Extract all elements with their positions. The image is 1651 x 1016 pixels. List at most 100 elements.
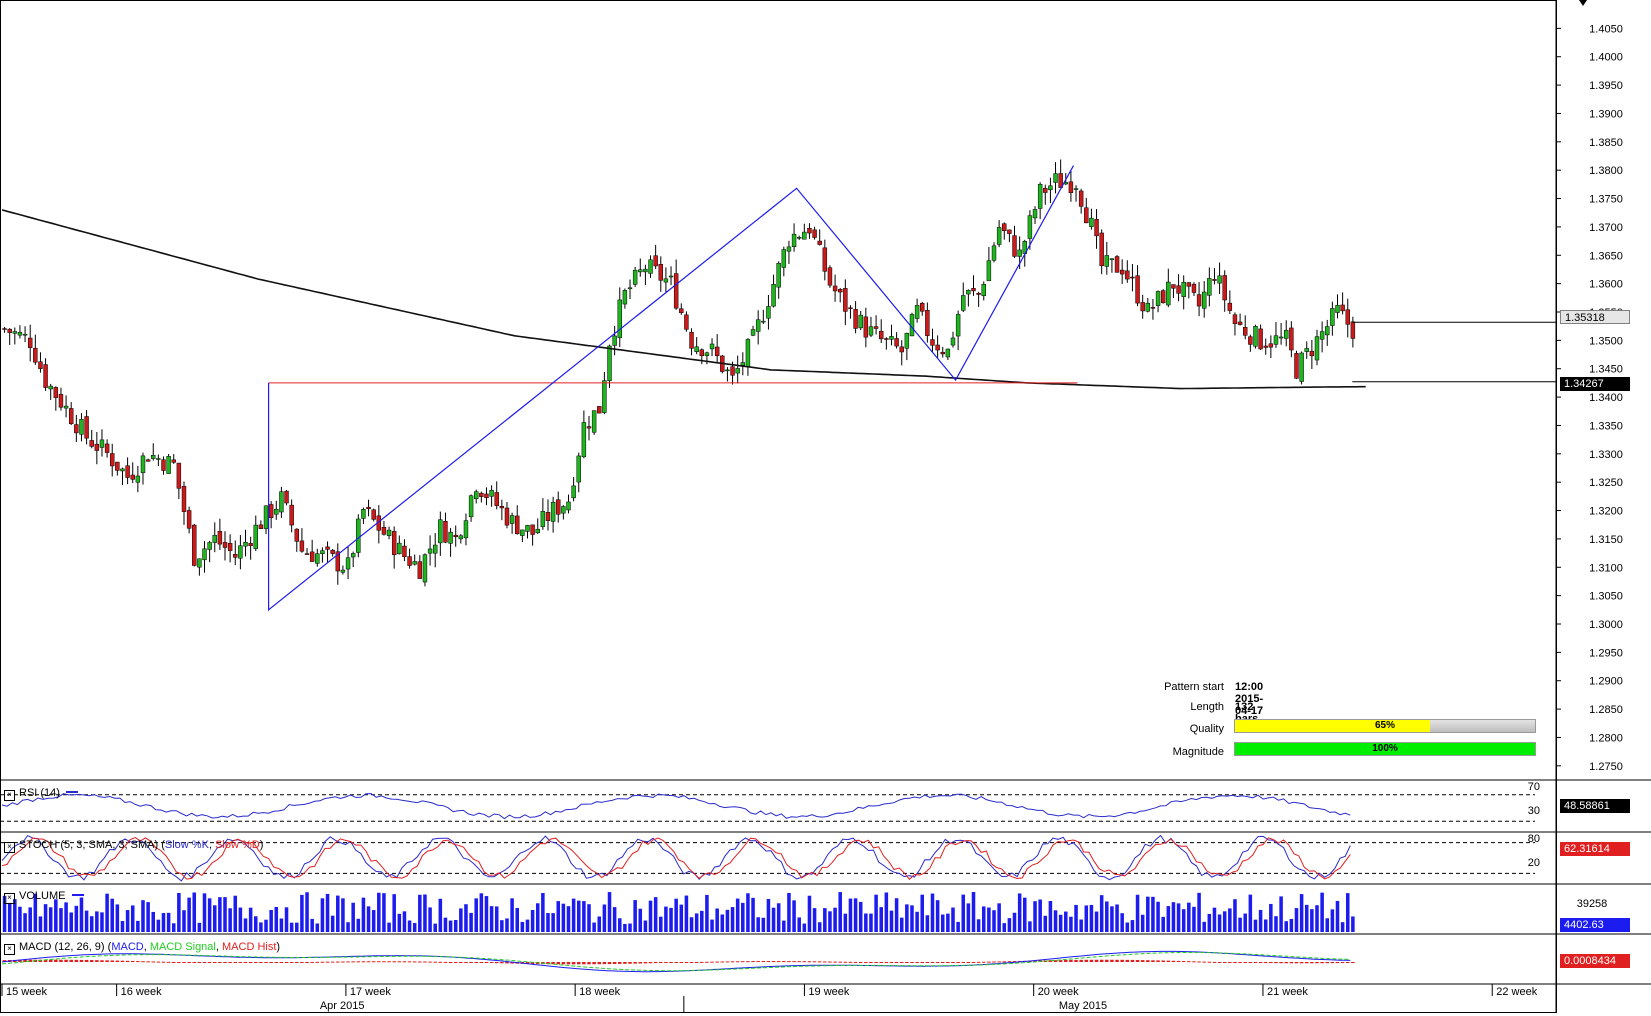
volume-bar	[838, 892, 842, 932]
volume-bar	[336, 895, 340, 932]
volume-bar	[746, 893, 750, 932]
candle-body	[904, 332, 910, 349]
magnitude-value: 100%	[1372, 743, 1398, 754]
macd-hist-bar	[587, 962, 591, 965]
price-tick-label: 1.4000	[1589, 52, 1623, 64]
macd-hist-bar	[648, 962, 653, 964]
macd-hist-bar	[1120, 959, 1124, 962]
volume-bar	[899, 917, 904, 932]
volume-bar	[115, 904, 120, 932]
volume-bar	[894, 898, 899, 932]
volume-bar	[1125, 922, 1130, 932]
rsi-label: RSI (14)	[19, 787, 60, 799]
candle-body	[391, 531, 397, 556]
volume-bar	[966, 903, 971, 932]
collapse-box-icon[interactable]: ×	[4, 790, 15, 801]
volume-bar	[100, 912, 104, 932]
macd-hist-bar	[741, 961, 745, 963]
candle-body	[53, 387, 59, 398]
volume-bar	[700, 910, 704, 932]
candle-body	[197, 558, 202, 568]
macd-hist-bar	[459, 962, 463, 963]
macd-hist-bar	[1202, 961, 1206, 963]
macd-hist-bar	[1299, 962, 1304, 964]
macd-hist-bar	[223, 962, 227, 963]
volume-bar	[18, 906, 22, 932]
price-tick-label: 1.3750	[1589, 194, 1623, 206]
volume-bar	[402, 911, 407, 932]
volume-bar	[956, 921, 960, 932]
macd-hist-bar	[633, 962, 637, 964]
rsi-line	[1, 793, 1351, 820]
macd-hist-bar	[474, 962, 478, 963]
candle-body	[1176, 285, 1181, 294]
macd-hist-bar	[433, 961, 437, 963]
macd-hist-bar	[392, 961, 396, 963]
candle-body	[545, 512, 551, 521]
candle-body	[366, 506, 371, 510]
candle-body	[474, 491, 479, 500]
macd-hist-bar	[659, 962, 663, 963]
macd-hist-bar	[192, 962, 197, 963]
candle-body	[591, 410, 597, 433]
collapse-box-icon[interactable]: ×	[4, 893, 15, 904]
macd-hist-bar	[320, 961, 325, 963]
candle-body	[350, 553, 356, 558]
volume-bar	[423, 894, 427, 932]
candle-body	[1263, 345, 1268, 348]
volume-bar	[648, 900, 653, 932]
macd-hist-bar	[346, 961, 350, 963]
collapse-box-icon[interactable]: ×	[4, 842, 15, 853]
volume-bar	[730, 907, 735, 932]
volume-bar	[1289, 918, 1294, 932]
macd-hist-bar	[940, 962, 945, 963]
candle-body	[397, 542, 402, 555]
candle-body	[914, 305, 920, 319]
macd-hist-bar	[1351, 962, 1355, 963]
macd-hist-bar	[418, 961, 422, 963]
candle-body	[361, 509, 366, 519]
candle-body	[33, 347, 38, 363]
macd-hist-bar	[59, 959, 63, 962]
candle-body	[1094, 219, 1099, 237]
macd-hist-bar	[1243, 962, 1247, 963]
macd-hist-bar	[525, 962, 530, 964]
candle-body	[899, 346, 904, 353]
macd-hist-bar	[315, 961, 320, 963]
candle-body	[940, 351, 945, 355]
macd-hist-bar	[120, 960, 125, 962]
volume-bar	[1315, 905, 1319, 932]
candle-body	[776, 262, 781, 288]
candle-body	[1114, 256, 1120, 273]
volume-bar	[951, 907, 955, 932]
candle-body	[1309, 350, 1315, 357]
candle-body	[1212, 279, 1217, 281]
volume-bar	[443, 917, 448, 932]
volume-bar	[89, 916, 94, 932]
candle-body	[171, 459, 176, 463]
candle-body	[315, 553, 320, 564]
collapse-box-icon[interactable]: ×	[4, 944, 15, 955]
volume-bar	[766, 898, 771, 932]
macd-hist-bar	[64, 959, 68, 962]
macd-hist-bar	[725, 961, 730, 963]
candle-body	[453, 534, 458, 537]
rsi-level-label: 30	[1528, 805, 1540, 817]
macd-hist-bar	[248, 962, 253, 963]
candle-body	[79, 419, 84, 435]
candle-body	[253, 524, 258, 549]
macd-hist-bar	[576, 962, 581, 965]
candle-body	[1140, 302, 1145, 312]
price-tick-label: 1.3100	[1589, 562, 1623, 574]
candle-body	[843, 288, 848, 312]
macd-hist-bar	[325, 961, 330, 963]
volume-bar	[177, 892, 181, 932]
macd-hist-bar	[853, 961, 858, 963]
volume-bar	[1181, 909, 1186, 932]
macd-hist-bar	[1053, 960, 1058, 962]
volume-bar	[1325, 918, 1330, 932]
volume-bar	[823, 908, 827, 932]
price-tick-label: 1.2750	[1589, 761, 1623, 773]
macd-hist-bar	[18, 959, 22, 962]
macd-hist-bar	[894, 962, 899, 963]
